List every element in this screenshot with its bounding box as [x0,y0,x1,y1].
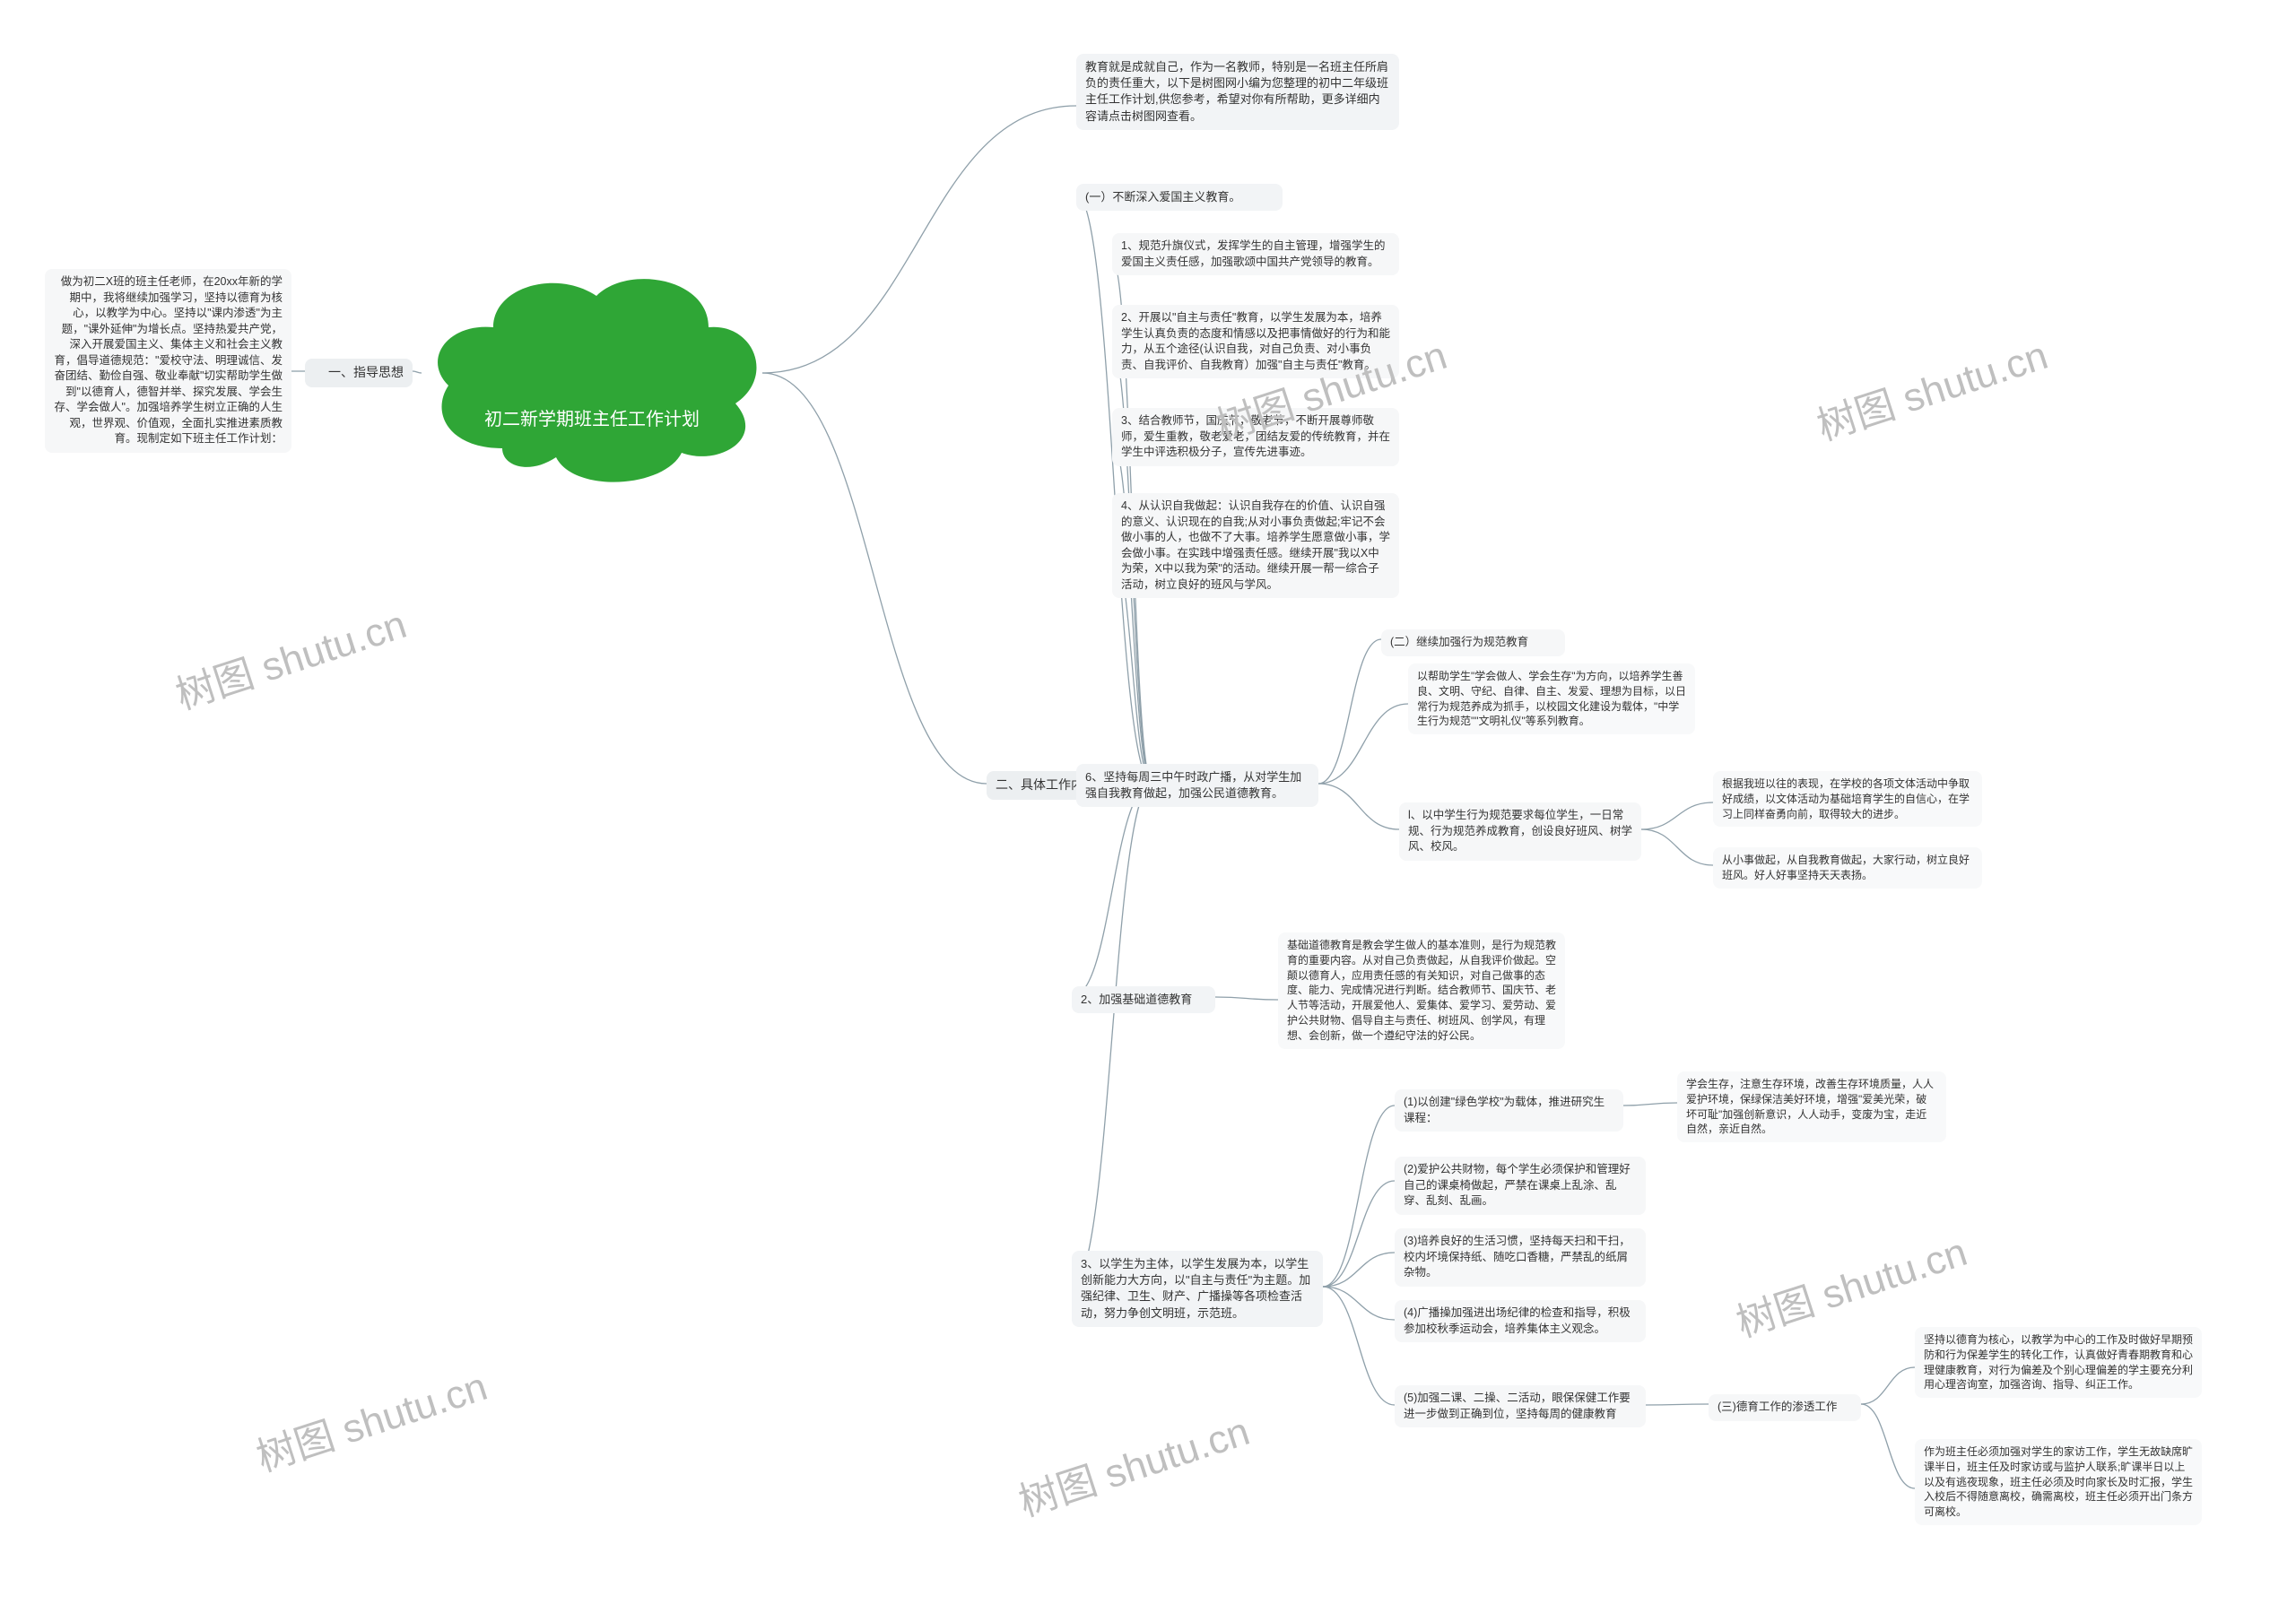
branch-d-item-1: (1)以创建"绿色学校"为载体，推进研究生课程： [1395,1089,1623,1132]
section-1-leaf: 做为初二X班的班主任老师，在20xx年新的学期中，我将继续加强学习，坚持以德育为… [45,269,291,453]
branch-b-sub1-leaf-0: 根据我班以往的表现，在学校的各项文体活动中争取好成绩，以文体活动为基础培育学生的… [1713,771,1982,827]
branch-c-label: 2、加强基础道德教育 [1072,986,1215,1013]
root-title: 初二新学期班主任工作计划 [484,410,700,429]
branch-a-item-1: 1、规范升旗仪式，发挥学生的自主管理，增强学生的爱国主义责任感，加强歌颂中国共产… [1112,233,1399,275]
intro-box: 教育就是成就自己，作为一名教师，特别是一名班主任所肩负的责任重大，以下是树图网小… [1076,54,1399,130]
root-node: 初二新学期班主任工作计划 [422,260,762,493]
branch-d-tail-leaf-1: 作为班主任必须加强对学生的家访工作，学生无故缺席旷课半日，班主任及时家访或与监护… [1915,1439,2202,1525]
branch-d-item-3: (3)培养良好的生活习惯，坚持每天扫和干扫，校内坏境保持纸、随吃口香糖，严禁乱的… [1395,1228,1646,1287]
branch-a-item-2: 2、开展以"自主与责任"教育，以学生发展为本，培养学生认真负责的态度和情感以及把… [1112,305,1399,378]
branch-c-leaf: 基础道德教育是教会学生做人的基本准则，是行为规范教育的重要内容。从对自己负责做起… [1278,932,1565,1049]
branch-d-item-5-tail: (三)德育工作的渗透工作 [1709,1394,1861,1421]
branch-d-item-5: (5)加强二课、二操、二活动，眼保保健工作要进一步做到正确到位，坚持每周的健康教… [1395,1385,1646,1427]
branch-a-header: (一）不断深入爱国主义教育。 [1076,184,1283,211]
branch-a-item-6: 6、坚持每周三中午时政广播，从对学生加强自我教育做起，加强公民道德教育。 [1076,764,1318,807]
branch-b-sub1: l、以中学生行为规范要求每位学生，一日常规、行为规范养成教育，创设良好班风、树学… [1399,802,1641,861]
branch-d-item-2: (2)爱护公共财物，每个学生必须保护和管理好自己的课桌椅做起，严禁在课桌上乱涂、… [1395,1157,1646,1215]
branch-b-header: (二）继续加强行为规范教育 [1381,629,1565,656]
branch-b-para: 以帮助学生"学会做人、学会生存"为方向，以培养学生善良、文明、守纪、自律、自主、… [1408,663,1695,734]
branch-a-item-4: 4、从认识自我做起：认识自我存在的价值、认识自强的意义、认识现在的自我;从对小事… [1112,493,1399,598]
branch-d-item-1-leaf: 学会生存，注意生存环境，改善生存环境质量，人人爱护环境，保绿保洁美好环境，增强"… [1677,1071,1946,1142]
branch-d-label: 3、以学生为主体，以学生发展为本，以学生创新能力大方向，以"自主与责任"为主题。… [1072,1251,1323,1327]
branch-b-sub1-leaf-1: 从小事做起，从自我教育做起，大家行动，树立良好班风。好人好事坚持天天表扬。 [1713,847,1982,889]
section-1-label: 一、指导思想 [305,359,413,387]
branch-d-tail-leaf-0: 坚持以德育为核心，以教学为中心的工作及时做好早期预防和行为保差学生的转化工作，认… [1915,1327,2202,1398]
branch-a-item-3: 3、结合教师节，国庆节，敬老节，不断开展尊师敬师，爱生重教，敬老爱老，团结友爱的… [1112,408,1399,466]
branch-d-item-4: (4)广播操加强进出场纪律的检查和指导，积极参加校秋季运动会，培养集体主义观念。 [1395,1300,1646,1342]
